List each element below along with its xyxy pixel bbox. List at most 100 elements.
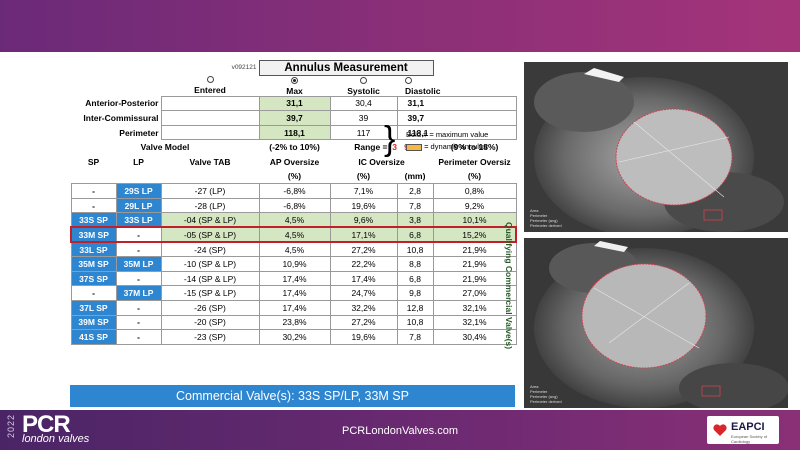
perimeter-oversize-cell: 0,8% (432, 183, 517, 199)
valve-lp-cell: 33S LP (115, 212, 162, 228)
valve-tab-cell: -14 (SP & LP) (160, 270, 260, 287)
ap-oversize-cell: 10,9% (258, 256, 331, 272)
valve-row: -29L LP -28 (LP) -6,8% 19,6% 7,8 9,2% (70, 197, 517, 214)
radio-systolic-icon[interactable] (360, 76, 368, 84)
ic-mm-cell: 7,8 (396, 329, 434, 345)
radio-max[interactable]: Max (259, 75, 330, 96)
measurement-label: Perimeter (119, 127, 159, 138)
eapci-logo[interactable]: EAPCI European Society of Cardiology (707, 416, 779, 444)
entered-input[interactable] (160, 95, 260, 112)
legend-box: } Bold # = maximum value = dynamic annul… (384, 122, 513, 162)
measurement-row-ap: Anterior-Posterior 31,1 30,4 31,1 (71, 95, 517, 112)
ic-oversize-cell: 27,2% (329, 314, 398, 331)
entered-input[interactable] (160, 110, 260, 126)
measurement-label: Anterior-Posterior (85, 98, 159, 109)
ic-unit-mm: (mm) (404, 171, 426, 182)
radio-max-icon[interactable] (291, 76, 299, 84)
systolic-value: 117 (329, 124, 398, 141)
ap-oversize-cell: -6,8% (258, 183, 331, 199)
ic-unit-percent: (%) (356, 171, 371, 182)
valve-lp-cell: 29S LP (115, 183, 162, 199)
valve-tab-cell: -27 (LP) (160, 183, 260, 199)
diastolic-value: 31,1 (396, 95, 517, 112)
legend-dynamic: = dynamic annulus (406, 142, 487, 151)
radio-diastolic[interactable]: Diastolic (397, 75, 516, 96)
radio-systolic[interactable]: Systolic (330, 75, 397, 96)
ic-oversize-cell: 17,1% (329, 226, 398, 244)
valve-lp-cell: 29L LP (115, 197, 162, 214)
valve-sp-cell: - (70, 285, 117, 301)
ic-oversize-cell: 24,7% (329, 285, 398, 301)
valve-lp-cell: - (115, 329, 162, 345)
ic-mm-cell: 6,8 (396, 226, 434, 244)
legend-bold: Bold # = maximum value (406, 130, 489, 139)
valve-sp-cell: 35M SP (70, 256, 117, 272)
valve-row: -37M LP -15 (SP & LP) 17,4% 24,7% 9,8 27,0% (70, 285, 517, 301)
valve-sp-cell: 33M SP (70, 226, 117, 244)
valve-tab-cell: -04 (SP & LP) (160, 212, 260, 228)
ic-oversize-cell: 32,2% (329, 299, 398, 316)
ic-mm-cell: 6,8 (396, 270, 434, 287)
radio-diastolic-icon[interactable] (405, 76, 413, 84)
annulus-spreadsheet: v092121 Annulus Measurement Entered Max … (70, 60, 518, 410)
ic-oversize-cell: 22,2% (329, 256, 398, 272)
svg-text:Perimeter: Perimeter (530, 213, 548, 218)
valve-tab-cell: -24 (SP) (160, 241, 260, 258)
pcr-logo[interactable]: PCR (22, 411, 71, 438)
footer-bar (0, 410, 800, 450)
annulus-table: v092121 Annulus Measurement Entered Max … (70, 60, 518, 345)
radio-entered[interactable]: Entered (161, 75, 259, 96)
measurement-label: Inter-Commissural (83, 112, 159, 123)
svg-text:Perimeter (avg): Perimeter (avg) (530, 218, 558, 223)
ct-image-bottom: Area Perimeter Perimeter (avg) Perimeter… (524, 238, 788, 408)
valve-lp-cell: - (115, 270, 162, 287)
eapci-sublabel: European Society of Cardiology (731, 434, 768, 444)
valve-tab-cell: -26 (SP) (160, 299, 260, 316)
valve-lp-cell: 37M LP (115, 285, 162, 301)
ap-oversize-cell: 17,4% (258, 299, 331, 316)
valve-sp-cell: 39M SP (70, 314, 117, 331)
diastolic-value: 118,1 (396, 124, 517, 141)
valve-sp-cell: 37S SP (70, 270, 117, 287)
max-value: 31,1 (258, 95, 331, 112)
perimeter-unit: (%) (467, 171, 482, 182)
max-value: 118,1 (258, 124, 331, 141)
svg-text:Perimeter: Perimeter (530, 389, 548, 394)
valve-row: -29S LP -27 (LP) -6,8% 7,1% 2,8 0,8% (70, 183, 517, 199)
valve-lp-cell: - (115, 241, 162, 258)
ap-oversize-cell: -6,8% (258, 197, 331, 214)
radio-entered-icon[interactable] (206, 76, 214, 84)
valve-lp-cell: - (115, 226, 162, 244)
sp-header: SP (87, 156, 100, 167)
lp-header: LP (133, 156, 144, 167)
entered-input[interactable] (160, 124, 260, 141)
ic-oversize-cell: 19,6% (329, 329, 398, 345)
ic-mm-cell: 7,8 (396, 197, 434, 214)
ic-oversize-cell: 7,1% (329, 183, 398, 199)
valve-tab-cell: -23 (SP) (160, 329, 260, 345)
ap-oversize-header: AP Oversize (269, 156, 320, 167)
ap-unit: (%) (287, 171, 302, 182)
footer-url-link[interactable]: PCRLondonValves.com (342, 425, 458, 437)
brace-icon: } (384, 120, 396, 158)
valve-model-header: Valve Model (140, 142, 190, 153)
valve-lp-cell: - (115, 299, 162, 316)
valve-sp-cell: 37L SP (70, 299, 117, 316)
valve-lp-cell: 35M LP (115, 256, 162, 272)
max-value: 39,7 (258, 110, 331, 126)
ic-mm-cell: 9,8 (396, 285, 434, 301)
ic-oversize-cell: 27,2% (329, 241, 398, 258)
svg-text:Perimeter (avg): Perimeter (avg) (530, 394, 558, 399)
perimeter-oversize-cell: 10,1% (432, 212, 517, 228)
heart-icon (713, 424, 727, 436)
qualifying-label: Qualifying Commercial Valve(s) (504, 222, 514, 350)
perimeter-oversize-header: Perimeter Oversiz (438, 156, 511, 167)
valve-sp-cell: 33S SP (70, 212, 117, 228)
dynamic-swatch-icon (406, 143, 422, 151)
valve-row: 37S SP - -14 (SP & LP) 17,4% 17,4% 6,8 21,9% (70, 270, 517, 287)
ap-oversize-cell: 30,2% (258, 329, 331, 345)
ic-oversize-header: IC Oversize (358, 156, 405, 167)
range-min[interactable]: 3 (392, 142, 397, 153)
valve-sp-cell: 33L SP (70, 241, 117, 258)
ic-mm-cell: 10,8 (396, 241, 434, 258)
